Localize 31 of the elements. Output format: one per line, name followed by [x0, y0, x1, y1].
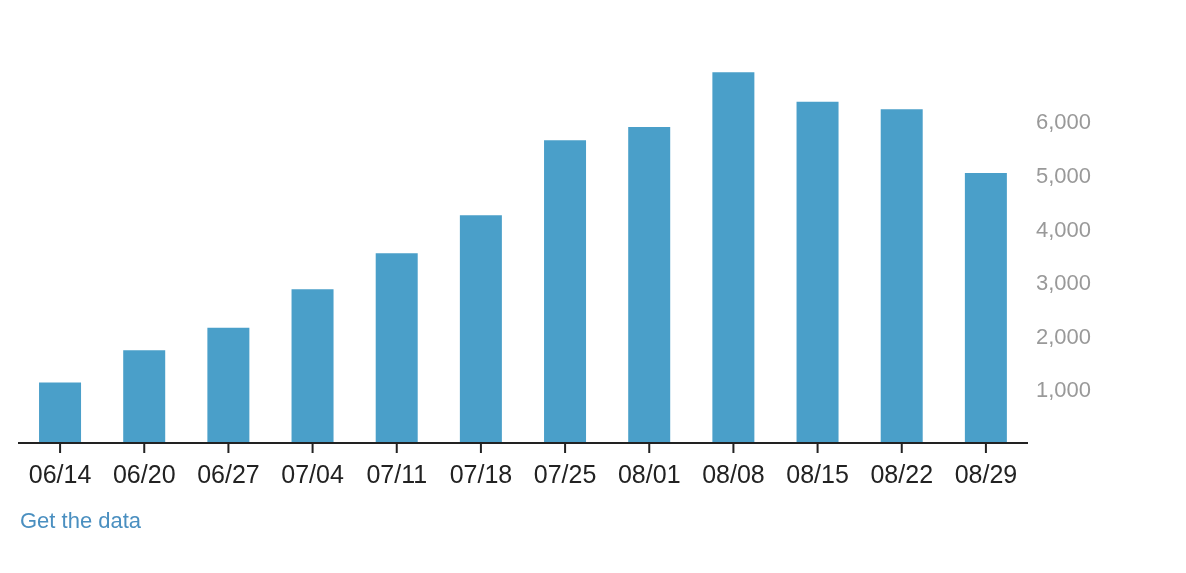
- bar: [39, 382, 82, 443]
- x-tick-label: 06/14: [28, 459, 92, 488]
- bar: [628, 126, 671, 443]
- bar: [375, 253, 418, 443]
- x-tick-label: 06/20: [112, 459, 176, 488]
- bar: [880, 109, 923, 443]
- x-tick-label: 07/04: [281, 459, 344, 488]
- y-tick-label: 2,000: [1036, 323, 1092, 349]
- x-tick-label: 08/08: [702, 459, 765, 488]
- x-tick-label: 07/18: [449, 459, 513, 488]
- x-tick-label: 07/11: [366, 459, 428, 488]
- bar: [796, 101, 839, 443]
- bar: [712, 72, 755, 443]
- bar: [459, 215, 502, 443]
- bar: [544, 140, 587, 443]
- bar: [123, 350, 166, 443]
- text: Get the data: [20, 508, 143, 534]
- y-tick-label: 3,000: [1036, 270, 1092, 296]
- bar: [291, 289, 334, 443]
- y-tick-label: 1,000: [1036, 377, 1092, 403]
- x-tick-label: 08/15: [786, 459, 849, 488]
- x-tick-label: 08/29: [954, 459, 1018, 488]
- y-tick-label: 6,000: [1036, 109, 1092, 135]
- x-tick-label: 08/22: [870, 459, 934, 488]
- bar: [964, 173, 1007, 443]
- bar: [207, 327, 250, 443]
- x-tick-label: 06/27: [197, 459, 260, 488]
- x-tick-label: 08/01: [617, 459, 681, 488]
- y-tick-label: 5,000: [1036, 162, 1092, 188]
- x-tick-label: 07/25: [533, 459, 597, 488]
- y-tick-label: 4,000: [1036, 216, 1092, 242]
